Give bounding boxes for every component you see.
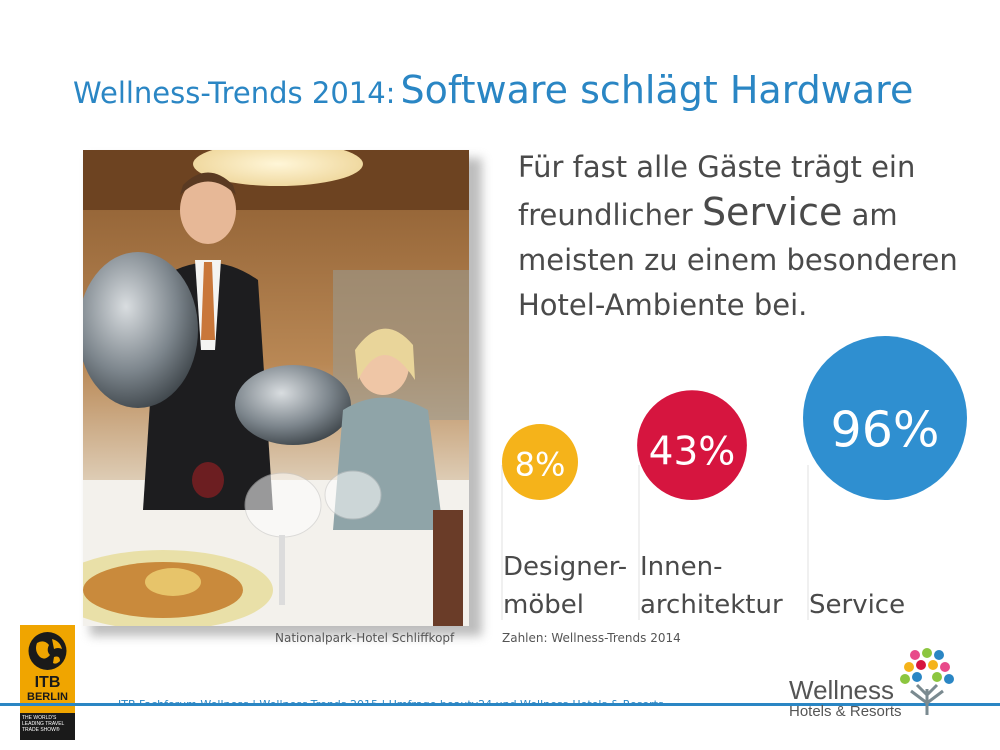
- globe-icon: [28, 632, 67, 670]
- category-label: möbel: [503, 590, 584, 620]
- bubble-value-label: 96%: [831, 402, 940, 459]
- headline-part1: Für fast alle Gäste trägt ein freundlich…: [518, 150, 916, 232]
- photo-caption: Nationalpark-Hotel Schliffkopf: [275, 631, 455, 645]
- tree-icon: [900, 648, 954, 715]
- category-label: architektur: [640, 590, 783, 620]
- itb-line1: ITB: [34, 674, 61, 691]
- category-label: Innen-: [640, 552, 722, 582]
- headline-emphasis: Service: [701, 190, 843, 234]
- hotel-photo: [83, 150, 469, 626]
- title-prefix: Wellness-Trends 2014:: [73, 76, 396, 110]
- bubble-2: [637, 390, 747, 500]
- bubble-chart: 8% Designer-möbel 43% Innen-architektur 96% S…: [501, 336, 967, 620]
- wellness-word: Wellness: [789, 675, 895, 705]
- wellness-sub: Hotels & Resorts: [789, 703, 902, 720]
- wellness-hotels-logo: Wellness Hotels & Resorts: [785, 645, 985, 725]
- itb-tagline: THE WORLD'S LEADING TRAVEL TRADE SHOW®: [20, 713, 75, 740]
- footer-text: ITB Fachforum Wellness | Wellness-Trends…: [118, 698, 664, 705]
- bubble-value-label: 43%: [649, 429, 736, 474]
- category-label: Service: [809, 590, 905, 620]
- title-main: Software schlägt Hardware: [400, 68, 914, 112]
- bubble-3: [803, 336, 967, 500]
- slide-title: Wellness-Trends 2014: Software schlägt H…: [73, 68, 973, 112]
- headline: Für fast alle Gäste trägt ein freundlich…: [518, 145, 988, 328]
- footer-line: [0, 703, 1000, 706]
- source-note: Zahlen: Wellness-Trends 2014: [502, 631, 681, 645]
- bubble-1: [502, 424, 578, 500]
- headline-part2: am meisten zu einem besonderen Hotel-Amb…: [518, 198, 958, 322]
- itb-line2: BERLIN: [27, 691, 68, 703]
- itb-berlin-logo: ITB BERLIN THE WORLD'S LEADING TRAVEL TR…: [20, 625, 75, 740]
- bubble-value-label: 8%: [515, 445, 566, 483]
- category-label: Designer-: [503, 552, 627, 582]
